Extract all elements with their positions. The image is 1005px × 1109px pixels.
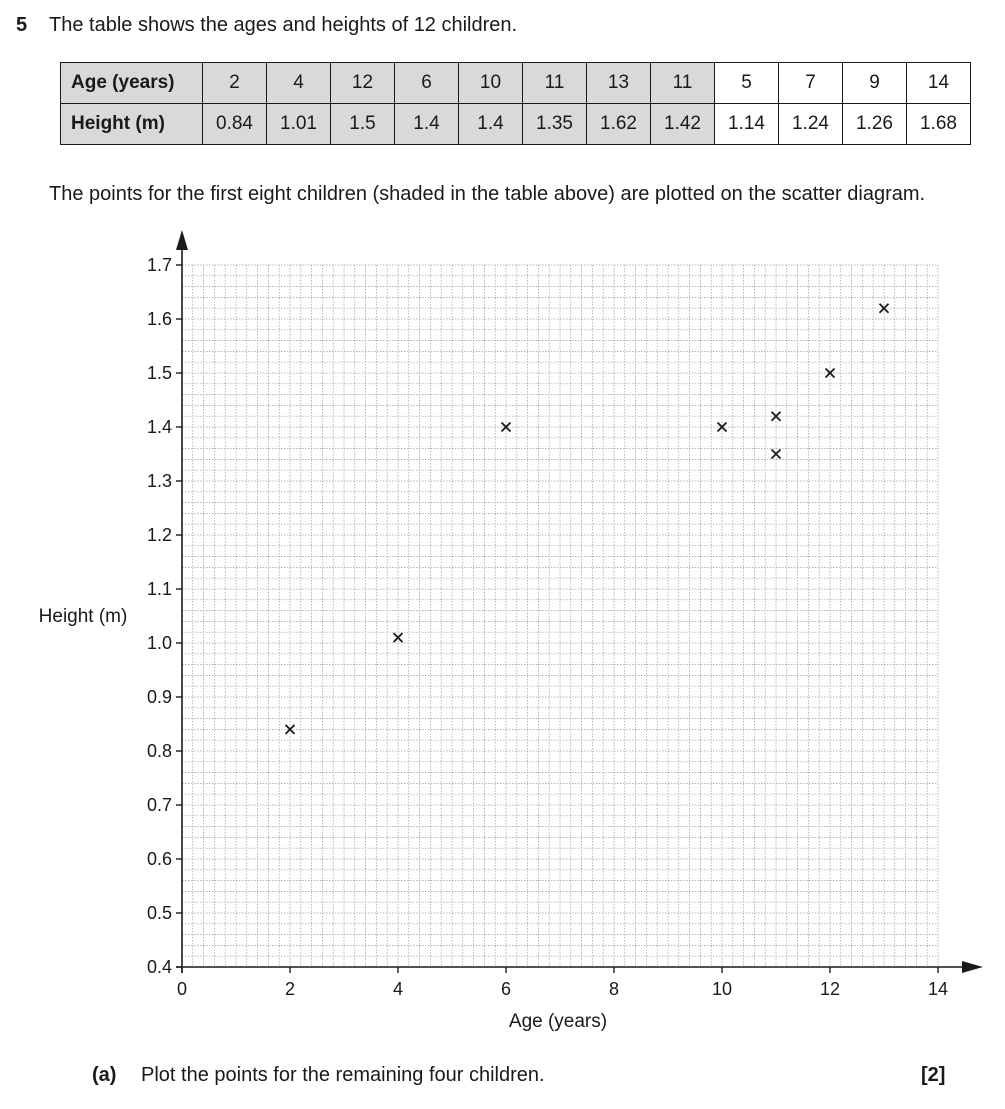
age-cell: 9 (842, 62, 907, 104)
age-cell: 13 (586, 62, 651, 104)
x-axis-arrow-icon (962, 961, 983, 973)
age-cell: 10 (458, 62, 523, 104)
axes (176, 230, 983, 973)
y-tick-label: 0.8 (147, 741, 172, 761)
question-intro: The table shows the ages and heights of … (49, 14, 518, 36)
height-cell: 1.42 (650, 103, 715, 145)
x-tick-label: 0 (177, 979, 187, 999)
height-row: Height (m) 0.84 1.01 1.5 1.4 1.4 1.35 1.… (60, 103, 971, 145)
age-cell: 5 (714, 62, 779, 104)
age-row: Age (years) 2 4 12 6 10 11 13 11 5 7 9 1… (60, 62, 971, 104)
height-cell: 1.5 (330, 103, 395, 145)
y-tick-label: 1.1 (147, 579, 172, 599)
age-cell: 7 (778, 62, 843, 104)
x-tick-label: 10 (712, 979, 732, 999)
data-point (392, 632, 404, 643)
height-cell: 1.68 (906, 103, 971, 145)
y-tick-label: 1.4 (147, 417, 172, 437)
grid-paper (181, 264, 939, 968)
part-a-text: Plot the points for the remaining four c… (141, 1064, 545, 1086)
x-tick-label: 2 (285, 979, 295, 999)
y-tick-label: 1.0 (147, 633, 172, 653)
y-tick-label: 1.7 (147, 255, 172, 275)
y-axis-arrow-icon (176, 230, 188, 250)
part-a-label: (a) (92, 1064, 117, 1086)
height-cell: 1.62 (586, 103, 651, 145)
question-number: 5 (16, 14, 28, 36)
data-point (284, 724, 296, 735)
y-tick-label: 1.2 (147, 525, 172, 545)
y-tick-label: 0.6 (147, 849, 172, 869)
data-point (770, 448, 782, 460)
data-point (500, 421, 512, 433)
height-cell: 0.84 (202, 103, 267, 145)
height-cell: 1.24 (778, 103, 843, 145)
x-tick-label: 4 (393, 979, 403, 999)
age-cell: 4 (266, 62, 331, 104)
y-tick-label: 1.3 (147, 471, 172, 491)
height-row-header: Height (m) (60, 103, 203, 145)
age-cell: 11 (650, 62, 715, 104)
scatter-diagram: 0 2 4 6 8 10 12 14 0.4 0.5 0.6 0.7 0.8 0.9 1.0 1.1 1.2 1.… (39, 230, 983, 1032)
y-tick-label: 1.6 (147, 309, 172, 329)
height-cell: 1.35 (522, 103, 587, 145)
age-cell: 14 (906, 62, 971, 104)
y-tick-label: 1.5 (147, 363, 172, 383)
ages-heights-table: Age (years) 2 4 12 6 10 11 13 11 5 7 9 1… (60, 62, 971, 145)
height-cell: 1.01 (266, 103, 331, 145)
y-tick-label: 0.5 (147, 903, 172, 923)
height-cell: 1.4 (458, 103, 523, 145)
age-cell: 11 (522, 62, 587, 104)
age-cell: 12 (330, 62, 395, 104)
data-point (716, 421, 728, 433)
x-tick-label: 14 (928, 979, 948, 999)
height-cell: 1.14 (714, 103, 779, 145)
data-point (878, 303, 890, 314)
x-axis-label: Age (years) (509, 1011, 607, 1032)
x-tick-label: 6 (501, 979, 511, 999)
height-cell: 1.26 (842, 103, 907, 145)
x-tick-label: 8 (609, 979, 619, 999)
y-tick-label: 0.4 (147, 957, 172, 977)
data-point (770, 411, 782, 422)
data-point (824, 367, 836, 379)
age-row-header: Age (years) (60, 62, 203, 104)
tick-labels: 0 2 4 6 8 10 12 14 0.4 0.5 0.6 0.7 0.8 0.9 1.0 1.1 1.2 1.… (147, 255, 948, 999)
age-cell: 6 (394, 62, 459, 104)
y-tick-label: 0.9 (147, 687, 172, 707)
height-cell: 1.4 (394, 103, 459, 145)
y-tick-label: 0.7 (147, 795, 172, 815)
plot-instruction: The points for the first eight children … (49, 183, 926, 205)
y-axis-label: Height (m) (39, 606, 128, 627)
plotted-points[interactable] (284, 303, 890, 735)
part-a-marks: [2] (921, 1064, 946, 1086)
x-tick-label: 12 (820, 979, 840, 999)
age-cell: 2 (202, 62, 267, 104)
